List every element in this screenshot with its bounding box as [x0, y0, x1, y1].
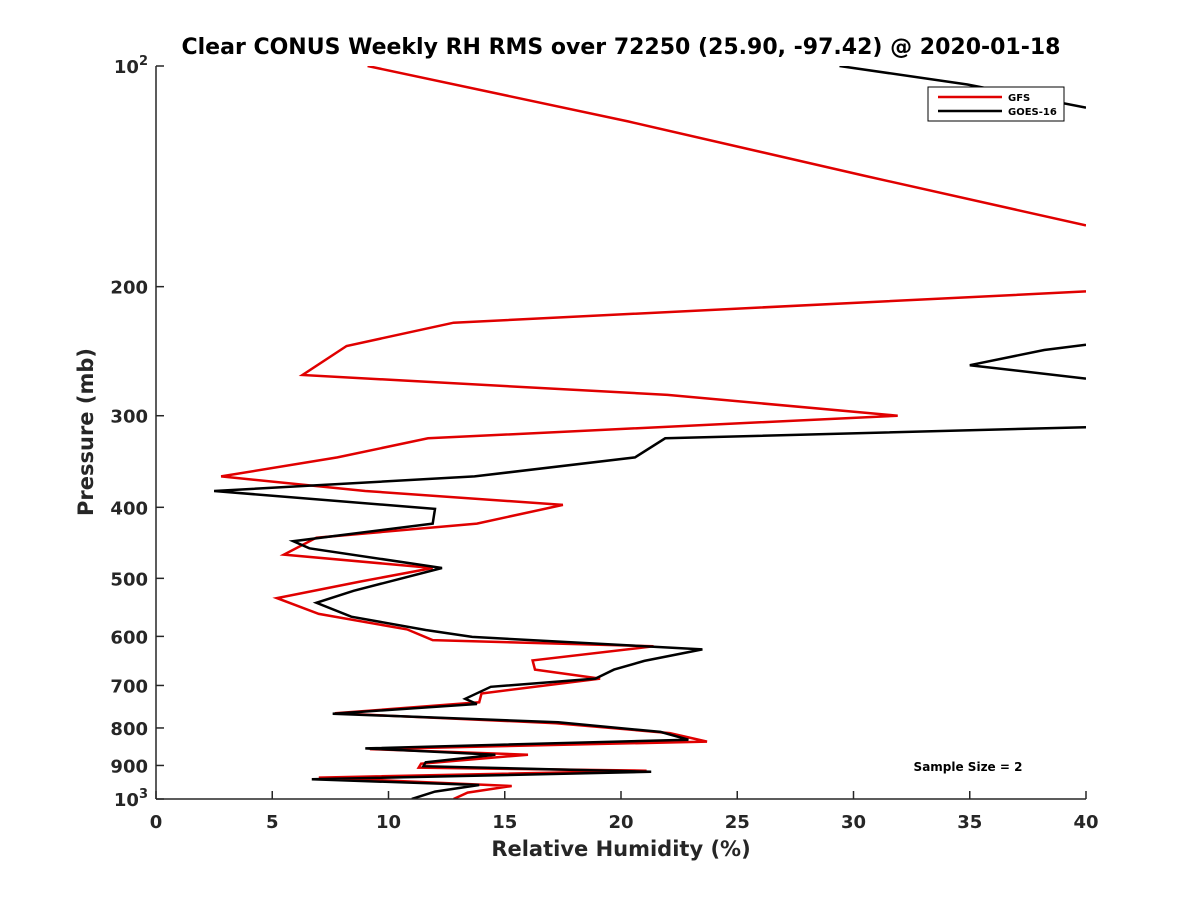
- x-axis-ticks: 0 5 10 15 20 25 30 35 40: [150, 791, 1099, 833]
- series-line-gfs: [220, 66, 1086, 799]
- chart-title: Clear CONUS Weekly RH RMS over 72250 (25…: [182, 35, 1061, 60]
- y-tick-label: 700: [110, 676, 148, 697]
- x-tick-label: 40: [1073, 812, 1098, 833]
- legend-label-gfs: GFS: [1008, 93, 1030, 104]
- y-tick-label: 900: [110, 756, 148, 777]
- y-axis-label: Pressure (mb): [74, 348, 98, 516]
- x-tick-label: 35: [957, 812, 982, 833]
- legend-label-goes16: GOES-16: [1008, 107, 1057, 118]
- y-tick-label: 102: [114, 54, 148, 78]
- y-tick-label: 300: [110, 407, 148, 428]
- plot-area: [156, 66, 1086, 799]
- x-tick-label: 30: [841, 812, 866, 833]
- sample-size-annotation: Sample Size = 2: [914, 760, 1023, 774]
- x-tick-label: 5: [266, 812, 279, 833]
- x-tick-label: 25: [725, 812, 750, 833]
- legend-box: [927, 86, 1065, 122]
- series-layer: [213, 66, 1086, 799]
- x-tick-label: 20: [608, 812, 633, 833]
- y-tick-label: 500: [110, 569, 148, 590]
- x-axis-label: Relative Humidity (%): [491, 837, 750, 861]
- y-tick-label: 600: [110, 627, 148, 648]
- y-tick-label: 400: [110, 498, 148, 519]
- legend: GFS GOES-16: [927, 86, 1065, 122]
- y-tick-label: 800: [110, 719, 148, 740]
- y-tick-label: 103: [114, 787, 148, 811]
- x-tick-label: 15: [492, 812, 517, 833]
- y-axis-ticks: 102 200 300 400 500 600 700 800 900 103: [110, 54, 164, 811]
- x-tick-label: 10: [376, 812, 401, 833]
- x-tick-label: 0: [150, 812, 163, 833]
- y-tick-label: 200: [110, 278, 148, 299]
